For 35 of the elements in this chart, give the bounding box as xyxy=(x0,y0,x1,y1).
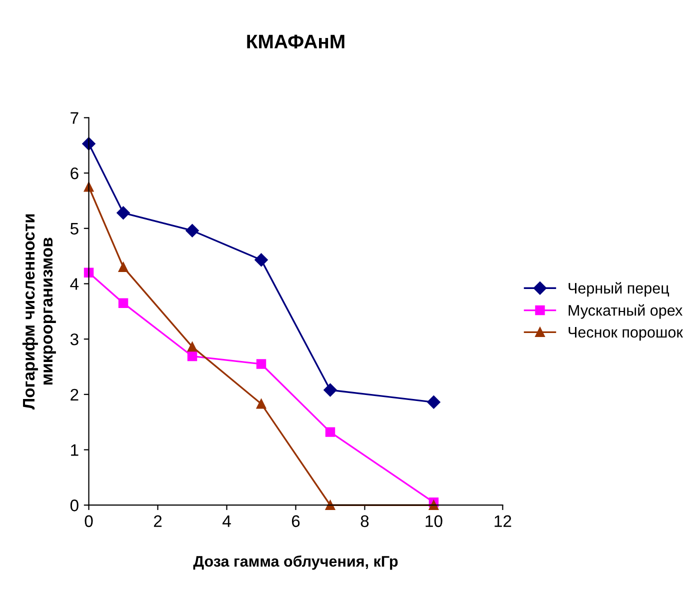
y-tick-label: 3 xyxy=(70,333,78,346)
y-tick-label: 7 xyxy=(70,112,78,124)
point xyxy=(428,500,439,510)
legend-label: Черный перец xyxy=(568,282,670,297)
y-tick-label: 4 xyxy=(70,278,79,290)
x-tick-label: 10 xyxy=(426,515,442,528)
y-tick-label: 1 xyxy=(71,444,78,456)
legend-label: Мускатный орех xyxy=(568,304,682,319)
point xyxy=(187,351,198,362)
x-tick-label: 4 xyxy=(222,515,231,527)
point xyxy=(118,298,128,308)
x-tick-label: 8 xyxy=(360,515,369,528)
legend-label: Чеснок порошок xyxy=(568,326,683,341)
point xyxy=(427,396,440,409)
point xyxy=(187,342,198,352)
point xyxy=(256,398,266,409)
y-tick-label: 5 xyxy=(70,222,78,235)
x-tick-label: 0 xyxy=(84,515,93,528)
y-tick-label: 0 xyxy=(70,500,78,512)
point xyxy=(324,383,337,397)
point xyxy=(325,500,336,510)
point xyxy=(186,224,199,238)
point xyxy=(256,359,266,369)
point xyxy=(254,253,268,267)
point xyxy=(118,262,128,272)
x-tick-label: 2 xyxy=(154,515,162,527)
chart-title: КМАФАнМ xyxy=(247,34,344,48)
point xyxy=(116,206,130,220)
x-tick-label: 6 xyxy=(292,515,300,528)
y-tick-label: 2 xyxy=(70,388,78,400)
x-axis-title: Доза гамма облучения, кГр xyxy=(193,555,398,570)
point xyxy=(325,427,336,437)
y-axis-title: Логарифм численности микроорганизмов xyxy=(22,214,56,410)
x-tick-label: 12 xyxy=(494,515,512,527)
y-tick-label: 6 xyxy=(70,167,78,180)
